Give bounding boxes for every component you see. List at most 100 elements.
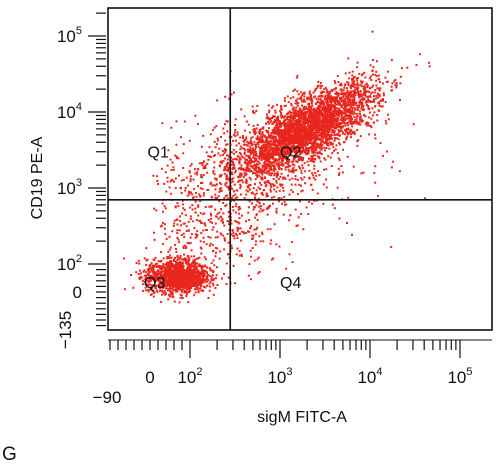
data-point: [268, 171, 271, 174]
data-point: [302, 135, 304, 138]
data-point: [276, 153, 279, 156]
data-point: [264, 158, 267, 161]
data-point: [253, 169, 256, 172]
data-point: [318, 112, 321, 115]
data-point: [193, 270, 196, 273]
data-point: [146, 284, 149, 287]
data-point: [174, 276, 177, 279]
data-point: [346, 122, 349, 124]
data-point: [354, 108, 356, 111]
data-point: [314, 95, 316, 98]
data-point: [337, 102, 340, 105]
data-point: [251, 165, 254, 168]
data-point: [146, 273, 149, 276]
data-point: [358, 121, 361, 124]
data-point: [325, 88, 328, 91]
data-point: [300, 128, 303, 131]
data-point: [245, 143, 248, 146]
data-point: [159, 265, 162, 268]
data-point: [300, 120, 302, 123]
data-point: [326, 139, 329, 142]
data-point: [144, 286, 147, 289]
data-point: [323, 168, 325, 171]
data-point: [262, 155, 265, 158]
data-point: [198, 276, 201, 279]
data-point: [155, 263, 157, 266]
data-point: [340, 110, 343, 113]
data-point: [223, 157, 226, 160]
data-point: [342, 100, 345, 103]
data-point: [330, 107, 333, 110]
data-point: [360, 107, 363, 110]
data-point: [357, 87, 360, 90]
data-point: [263, 152, 266, 155]
data-point: [338, 217, 341, 220]
data-point: [273, 142, 276, 145]
data-point: [286, 148, 289, 151]
data-point: [150, 266, 153, 269]
data-point: [186, 259, 189, 262]
data-point: [373, 172, 376, 175]
data-point: [298, 139, 301, 142]
data-point: [185, 288, 188, 291]
data-point: [290, 138, 292, 141]
data-point: [302, 133, 304, 136]
data-point: [197, 257, 200, 260]
data-point: [278, 154, 281, 157]
data-point: [172, 289, 175, 292]
data-point: [168, 283, 171, 286]
data-point: [309, 132, 312, 134]
data-point: [325, 125, 328, 128]
data-point: [312, 140, 315, 143]
data-point: [246, 158, 248, 161]
data-point: [326, 96, 329, 99]
data-point: [271, 122, 274, 125]
data-point: [168, 276, 171, 279]
data-point: [346, 81, 349, 83]
data-point: [329, 103, 332, 106]
data-point: [175, 155, 178, 158]
data-point: [266, 181, 269, 184]
data-point: [346, 155, 349, 158]
data-point: [232, 139, 235, 142]
data-point: [265, 160, 268, 163]
data-point: [177, 263, 180, 265]
data-point: [170, 169, 173, 172]
data-point: [291, 108, 294, 111]
data-point: [210, 279, 213, 282]
data-point: [333, 79, 336, 82]
data-point: [340, 88, 343, 91]
data-point: [252, 171, 255, 174]
data-point: [260, 177, 263, 180]
data-point: [252, 156, 255, 159]
data-point: [280, 183, 283, 186]
data-point: [262, 208, 265, 211]
data-point: [366, 85, 369, 88]
data-point: [237, 155, 240, 158]
data-point: [347, 96, 350, 99]
data-point: [248, 151, 251, 154]
data-point: [176, 259, 179, 261]
data-point: [350, 112, 353, 114]
data-point: [350, 102, 353, 105]
data-point: [260, 192, 263, 195]
data-point: [366, 84, 369, 87]
data-point: [250, 169, 252, 172]
data-point: [237, 181, 240, 183]
data-point: [329, 156, 332, 159]
data-point: [330, 136, 332, 139]
data-point: [239, 158, 242, 161]
data-point: [304, 137, 307, 140]
data-point: [293, 141, 296, 144]
data-point: [202, 134, 205, 137]
data-point: [300, 172, 303, 175]
data-point: [280, 132, 283, 135]
data-point: [323, 157, 326, 160]
data-point: [162, 292, 165, 295]
data-point: [355, 117, 358, 120]
data-point: [291, 171, 294, 174]
data-point: [325, 186, 328, 189]
data-point: [343, 122, 346, 125]
data-point: [282, 176, 285, 179]
data-point: [309, 96, 312, 98]
